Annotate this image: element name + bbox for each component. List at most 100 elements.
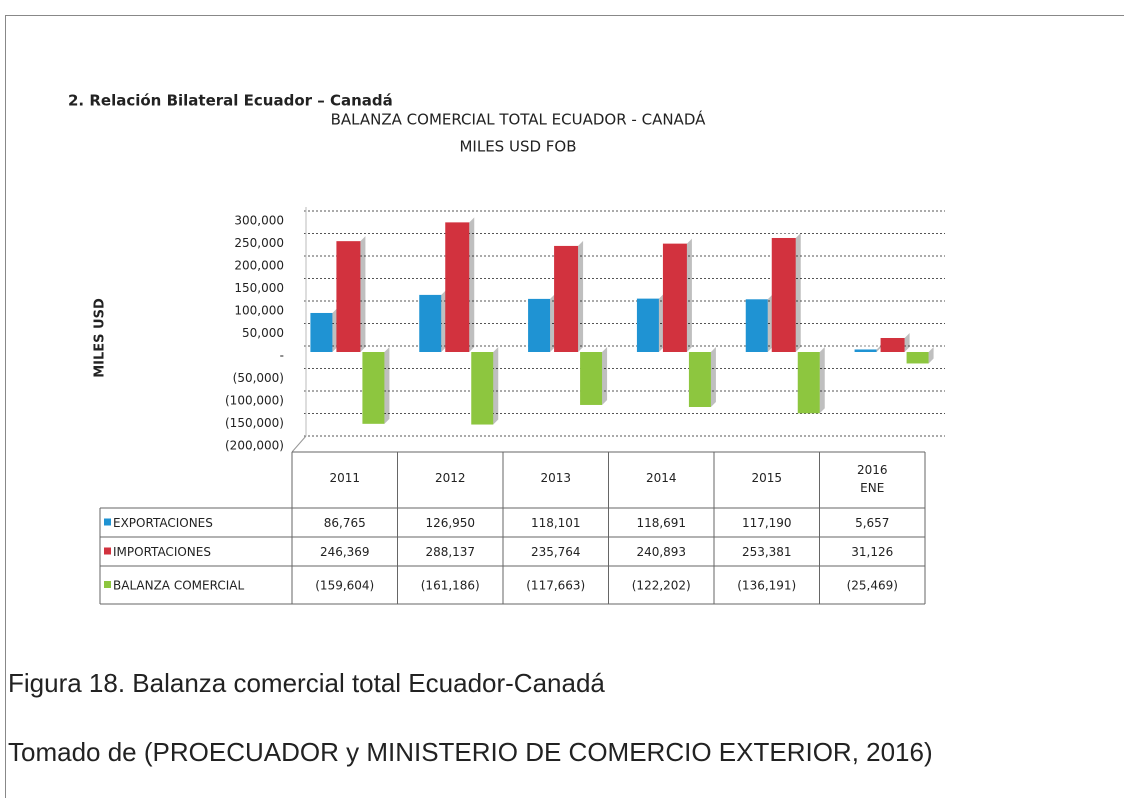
bar-top [362, 347, 390, 352]
bar-top [797, 347, 825, 352]
bar [554, 245, 579, 352]
value-label: (136,191) [737, 579, 796, 593]
bar [688, 352, 711, 407]
bar [528, 298, 551, 352]
chart-title: BALANZA COMERCIAL TOTAL ECUADOR - CANADÁ [331, 110, 706, 129]
axis-line [291, 435, 307, 453]
legend-label: IMPORTACIONES [113, 545, 211, 559]
bar-top [554, 240, 584, 246]
bar-top [636, 293, 664, 299]
bar-top [445, 217, 475, 223]
y-tick-label: (100,000) [225, 394, 284, 408]
value-label: 253,381 [742, 545, 792, 559]
bar-side [493, 347, 499, 425]
bar [771, 237, 796, 352]
bar [880, 337, 905, 352]
y-tick-label: 150,000 [234, 281, 284, 295]
x-tick-label: 2012 [435, 471, 466, 485]
y-tick-label: 50,000 [242, 326, 284, 340]
bar-top [471, 347, 499, 352]
y-tick-label: - [280, 349, 284, 363]
bar [580, 352, 603, 405]
bar-top [688, 347, 716, 352]
bar [362, 352, 385, 424]
value-label: (159,604) [315, 579, 374, 593]
value-label: (117,663) [526, 579, 585, 593]
y-tick-label: (200,000) [225, 439, 284, 453]
bar-side [710, 347, 716, 407]
legend-swatch [104, 518, 111, 526]
bar-side [904, 332, 910, 352]
bar-side [928, 347, 934, 364]
bar [419, 294, 442, 352]
x-tick-label: 2013 [540, 471, 571, 485]
bar [471, 352, 494, 425]
bar [336, 241, 361, 352]
bar-top [880, 332, 910, 338]
x-tick-line: 2016 [857, 463, 888, 477]
value-label: (25,469) [847, 579, 898, 593]
x-tick-line: 2013 [540, 471, 571, 485]
bar-side [384, 347, 390, 424]
y-tick-label: (50,000) [233, 371, 284, 385]
value-label: (161,186) [421, 579, 480, 593]
bar-top [419, 289, 447, 295]
bar-side [332, 307, 338, 352]
y-tick-label: 100,000 [234, 304, 284, 318]
legend-swatch [104, 547, 111, 555]
x-tick-label: 2011 [329, 471, 360, 485]
bar [445, 222, 470, 352]
bar-top [854, 344, 882, 350]
bar-top [528, 293, 556, 299]
value-label: 86,765 [324, 516, 366, 530]
value-label: 235,764 [531, 545, 581, 559]
x-tick-label: 2015 [751, 471, 782, 485]
value-label: 246,369 [320, 545, 370, 559]
value-label: 240,893 [636, 545, 686, 559]
bar [310, 312, 333, 352]
bar-top [310, 307, 338, 313]
bar-side [360, 236, 366, 352]
x-tick-line: 2015 [751, 471, 782, 485]
y-tick-label: (150,000) [225, 416, 284, 430]
bar-side [602, 347, 608, 405]
value-label: (122,202) [632, 579, 691, 593]
bar-side [795, 232, 801, 352]
x-tick-line: ENE [860, 481, 884, 495]
y-axis-label: MILES USD [93, 298, 108, 378]
bar-side [441, 289, 447, 352]
y-tick-label: 200,000 [234, 259, 284, 273]
bar-side [876, 344, 882, 352]
heading: 2. Relación Bilateral Ecuador – Canadá [68, 92, 393, 110]
bar-top [662, 238, 692, 244]
legend-label: EXPORTACIONES [113, 516, 213, 530]
bar-top [771, 232, 801, 238]
value-label: 126,950 [425, 516, 475, 530]
bar-side [550, 293, 556, 352]
legend-swatch [104, 581, 111, 588]
bar-side [819, 347, 825, 414]
value-label: 118,691 [636, 516, 686, 530]
bar-top [745, 294, 773, 300]
value-label: 118,101 [531, 516, 581, 530]
x-tick-label: 2014 [646, 471, 677, 485]
x-tick-line: 2011 [329, 471, 360, 485]
value-label: 5,657 [855, 516, 889, 530]
legend-label: BALANZA COMERCIAL [113, 579, 244, 593]
source: Tomado de (PROECUADOR y MINISTERIO DE CO… [8, 737, 933, 767]
bar [906, 352, 929, 364]
x-tick-line: 2014 [646, 471, 677, 485]
bar-side [578, 240, 584, 352]
bar [854, 349, 877, 352]
value-label: 288,137 [425, 545, 475, 559]
value-label: 117,190 [742, 516, 792, 530]
frame [5, 15, 1124, 798]
chart-subtitle: MILES USD FOB [459, 138, 576, 156]
bar-top [336, 236, 366, 242]
bar [797, 352, 820, 414]
bar-side [658, 293, 664, 352]
value-label: 31,126 [851, 545, 893, 559]
caption: Figura 18. Balanza comercial total Ecuad… [8, 668, 605, 698]
bar-side [469, 217, 475, 352]
